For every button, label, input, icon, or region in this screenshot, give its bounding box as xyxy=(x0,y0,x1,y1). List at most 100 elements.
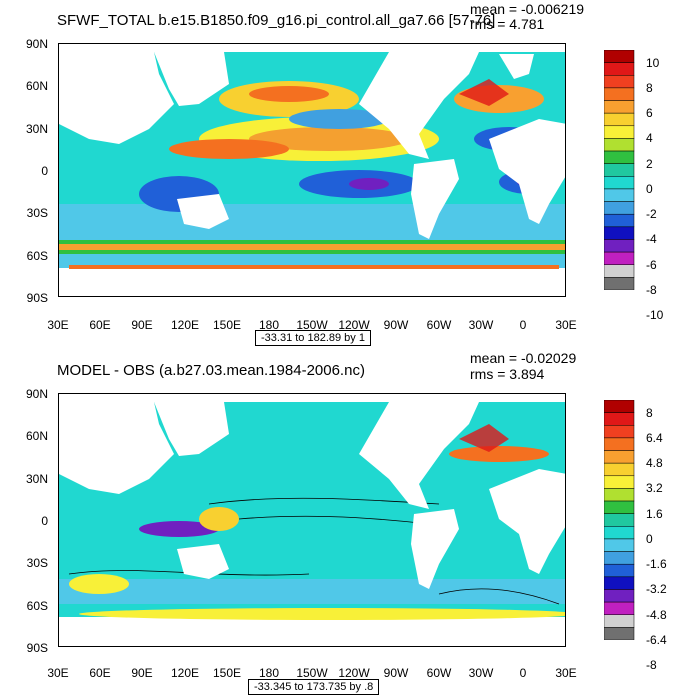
colorbar-swatch xyxy=(604,75,635,89)
lon-label: 30W xyxy=(468,666,494,680)
lat-label: 60S xyxy=(26,249,48,263)
lon-label: 0 xyxy=(519,318,527,332)
colorbar-swatch xyxy=(604,100,635,114)
lon-label: 60E xyxy=(89,318,111,332)
colorbar-tick-label: -6.4 xyxy=(646,633,667,647)
colorbar-tick-label: -2 xyxy=(646,207,657,222)
colorbar-tick-label: 3.2 xyxy=(646,481,663,496)
colorbar-swatch xyxy=(604,125,635,139)
contour-range-label: -33.31 to 182.89 by 1 xyxy=(255,330,371,346)
lon-label: 90W xyxy=(383,666,409,680)
colorbar-swatch xyxy=(604,563,635,578)
colorbar-swatch xyxy=(604,475,635,489)
colorbar-tick-label: 8 xyxy=(646,80,653,95)
mean-value: mean = -0.006219 xyxy=(470,1,585,17)
lon-label: 60W xyxy=(426,318,452,332)
colorbar-swatch xyxy=(604,264,635,278)
colorbar-swatch xyxy=(604,425,635,439)
lat-label: 90N xyxy=(25,387,48,401)
mean-value: mean = -0.02029 xyxy=(470,350,577,366)
lon-label: 90E xyxy=(131,666,153,680)
colorbar-swatch xyxy=(604,601,635,615)
lat-label: 0 xyxy=(41,514,48,528)
colorbar-tick-label: -10 xyxy=(646,308,664,323)
lon-label: 60W xyxy=(426,666,452,680)
colorbar-swatch xyxy=(604,412,635,426)
lon-label: 90W xyxy=(383,318,409,332)
map-plot xyxy=(58,43,566,297)
colorbar-tick-label: 1.6 xyxy=(646,506,663,521)
lon-label: 120E xyxy=(170,318,200,332)
colorbar-swatch xyxy=(604,462,635,477)
map-field xyxy=(59,44,565,296)
colorbar xyxy=(604,400,635,640)
colorbar-tick-label: -4.8 xyxy=(646,607,667,622)
colorbar-swatch xyxy=(604,538,635,552)
lon-label: 90E xyxy=(131,318,153,332)
colorbar-swatch xyxy=(604,176,635,190)
colorbar-swatch xyxy=(604,551,635,565)
lon-label: 30E xyxy=(555,666,577,680)
colorbar-swatch xyxy=(604,576,635,590)
colorbar-swatch xyxy=(604,488,635,502)
colorbar-swatch xyxy=(604,62,635,76)
colorbar-swatch xyxy=(604,500,635,514)
colorbar-swatch xyxy=(604,437,635,451)
panel-title: SFWF_TOTAL b.e15.B1850.f09_g16.pi_contro… xyxy=(57,12,496,29)
lat-label: 60S xyxy=(26,599,48,613)
colorbar-swatch xyxy=(604,251,635,265)
panel-title: MODEL - OBS (a.b27.03.mean.1984-2006.nc) xyxy=(57,362,365,379)
lat-label: 60N xyxy=(25,79,48,93)
colorbar-tick-label: -8 xyxy=(646,658,657,673)
lon-label: 180 xyxy=(258,666,280,680)
colorbar-swatch xyxy=(604,50,635,63)
colorbar-swatch xyxy=(604,188,635,202)
map-field xyxy=(59,394,565,646)
colorbar-swatch xyxy=(604,627,635,640)
lon-label: 150W xyxy=(296,666,328,680)
colorbar-swatch xyxy=(604,201,635,215)
lon-label: 180 xyxy=(258,318,280,332)
lat-label: 30N xyxy=(25,122,48,136)
colorbar-tick-label: -8 xyxy=(646,283,657,297)
colorbar-tick-label: -6 xyxy=(646,257,657,272)
rms-value: rms = 4.781 xyxy=(470,16,545,32)
colorbar-tick-label: 10 xyxy=(646,55,660,70)
lat-label: 30S xyxy=(26,556,48,570)
colorbar-swatch xyxy=(604,400,635,413)
map-panel-total: SFWF_TOTAL b.e15.B1850.f09_g16.pi_contro… xyxy=(25,1,664,346)
colorbar-tick-label: 6 xyxy=(646,106,653,121)
rms-value: rms = 3.894 xyxy=(470,366,545,382)
colorbar-swatch xyxy=(604,150,635,164)
lat-label: 90N xyxy=(25,37,48,51)
colorbar-swatch xyxy=(604,87,635,101)
lat-label: 90S xyxy=(26,291,48,305)
colorbar-swatch xyxy=(604,112,635,127)
colorbar-swatch xyxy=(604,239,635,253)
lon-label: 150E xyxy=(212,666,242,680)
lon-label: 30E xyxy=(555,318,577,332)
colorbar-tick-label: 0 xyxy=(646,181,653,196)
colorbar-swatch xyxy=(604,513,635,527)
colorbar-tick-label: -3.2 xyxy=(646,582,667,597)
contour-range-label: -33.345 to 173.735 by .8 xyxy=(248,679,380,695)
colorbar-tick-label: 8 xyxy=(646,405,653,420)
colorbar-swatch xyxy=(604,614,635,628)
colorbar-tick-label: -4 xyxy=(646,232,657,247)
lon-label: 120W xyxy=(338,666,370,680)
lon-label: 120E xyxy=(170,666,200,680)
colorbar-swatch xyxy=(604,226,635,240)
colorbar-tick-label: 0 xyxy=(646,531,653,546)
colorbar-tick-label: 4.8 xyxy=(646,456,663,471)
colorbar-tick-label: 6.4 xyxy=(646,430,663,445)
colorbar-swatch xyxy=(604,138,635,152)
lon-label: 150E xyxy=(212,318,242,332)
lat-label: 30S xyxy=(26,206,48,220)
lat-label: 60N xyxy=(25,429,48,443)
colorbar-swatch xyxy=(604,163,635,177)
lon-label: 120W xyxy=(338,318,370,332)
lon-label: 30E xyxy=(47,318,69,332)
lat-label: 90S xyxy=(26,641,48,655)
colorbar-swatch xyxy=(604,589,635,603)
lon-label: 30W xyxy=(468,318,494,332)
